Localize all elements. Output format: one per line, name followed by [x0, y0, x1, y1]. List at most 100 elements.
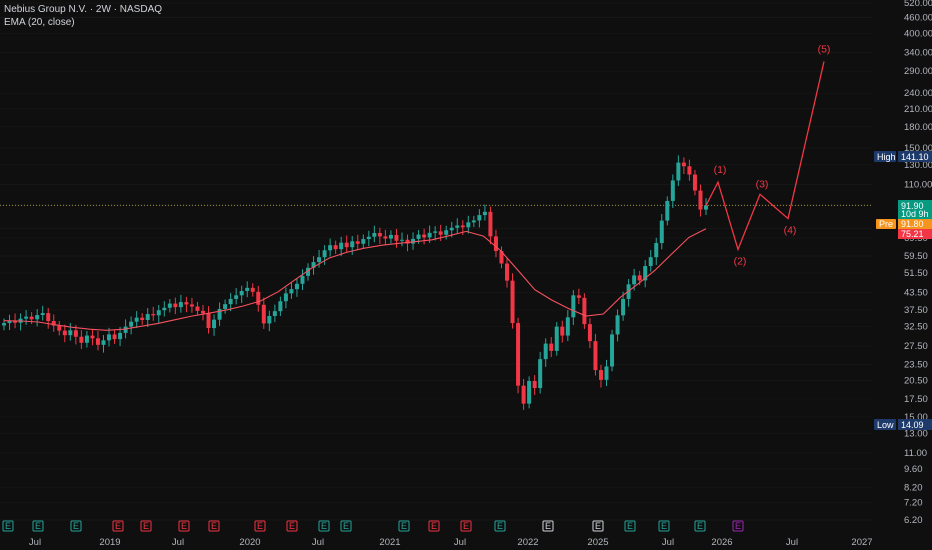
candle-body: [422, 234, 427, 238]
candle-body: [615, 315, 620, 335]
candle-body: [643, 266, 648, 281]
time-tick-label: 2019: [99, 537, 120, 548]
earnings-event[interactable]: E: [254, 520, 266, 532]
candle-body: [223, 304, 228, 309]
time-axis[interactable]: Jul 2019 Jul 2020 Jul 2021 Jul 2022 2025 Jul 2026 J…: [29, 537, 873, 548]
candle-body: [505, 263, 510, 281]
price-tick-label: 23.50: [904, 359, 928, 370]
earnings-event[interactable]: E: [460, 520, 472, 532]
candle-body: [532, 380, 537, 389]
candle-body: [538, 359, 543, 389]
earnings-event[interactable]: E: [2, 520, 14, 532]
earnings-event[interactable]: E: [658, 520, 670, 532]
time-tick-label: Jul: [786, 537, 798, 548]
pre-market-value: 91.80: [901, 219, 924, 229]
candle-body: [466, 222, 471, 228]
earnings-event[interactable]: E: [428, 520, 440, 532]
candle-body: [521, 385, 526, 404]
candle-body: [527, 380, 532, 404]
candle-body: [687, 166, 692, 175]
ema-tag: 75.21: [898, 229, 932, 239]
candle-body: [167, 303, 172, 308]
candle-body: [366, 236, 371, 240]
price-tick-label: 7.20: [904, 498, 923, 509]
time-tick-label: Jul: [454, 537, 466, 548]
wave-label: (5): [818, 44, 831, 56]
time-tick-label: 2026: [711, 537, 732, 548]
elliott-wave-projection[interactable]: [705, 61, 825, 252]
earnings-event[interactable]: E: [112, 520, 124, 532]
price-tick-label: 520.00: [904, 0, 932, 9]
price-tick-label: 340.00: [904, 48, 932, 59]
earnings-event[interactable]: E: [398, 520, 410, 532]
chart-grid: [0, 2, 872, 521]
wave-label: (4): [784, 225, 797, 237]
candle-body: [13, 320, 18, 323]
wave-labels: (1) (2) (3) (4) (5): [714, 44, 831, 268]
svg-text:E: E: [73, 521, 79, 531]
candle-body: [129, 321, 134, 327]
ema-line: [3, 228, 707, 331]
earnings-event[interactable]: E: [624, 520, 636, 532]
candle-body: [178, 302, 183, 308]
candle-body: [571, 295, 576, 318]
wave-label: (2): [734, 255, 747, 267]
svg-text:E: E: [545, 521, 551, 531]
svg-text:E: E: [5, 521, 11, 531]
candle-body: [256, 291, 261, 305]
candle-body: [510, 280, 515, 324]
earnings-event[interactable]: E: [592, 520, 604, 532]
candle-body: [68, 330, 73, 336]
earnings-event[interactable]: E: [694, 520, 706, 532]
earnings-event[interactable]: E: [140, 520, 152, 532]
candle-body: [123, 326, 128, 333]
candle-body: [79, 336, 84, 343]
candle-body: [565, 317, 570, 336]
candle-body: [317, 257, 322, 263]
svg-text:E: E: [343, 521, 349, 531]
time-tick-label: Jul: [312, 537, 324, 548]
high-tag: High 141.10: [874, 151, 932, 162]
price-axis[interactable]: 520.00 460.00 400.00 340.00 290.00 240.00 210.…: [904, 0, 932, 526]
candle-body: [648, 257, 653, 267]
time-tick-label: 2025: [587, 537, 608, 548]
candle-body: [212, 319, 217, 329]
candle-body: [261, 304, 266, 324]
earnings-event[interactable]: E: [70, 520, 82, 532]
price-tick-label: 130.00: [904, 160, 932, 171]
earnings-event[interactable]: E: [732, 520, 744, 532]
price-tick-label: 11.00: [904, 448, 927, 459]
time-tick-label: Jul: [662, 537, 674, 548]
candle-body: [670, 180, 675, 201]
price-tick-label: 240.00: [904, 88, 932, 99]
svg-text:E: E: [143, 521, 149, 531]
candle-body: [239, 290, 244, 296]
candle-body: [84, 335, 89, 343]
indicator-title[interactable]: EMA (20, close): [4, 17, 75, 28]
earnings-event[interactable]: E: [318, 520, 330, 532]
price-tick-label: 37.50: [904, 305, 928, 316]
svg-text:E: E: [115, 521, 121, 531]
candle-body: [272, 311, 277, 316]
earnings-event[interactable]: E: [178, 520, 190, 532]
earnings-event[interactable]: E: [494, 520, 506, 532]
candle-body: [499, 251, 504, 264]
earnings-event[interactable]: E: [340, 520, 352, 532]
candle-body: [692, 174, 697, 191]
svg-text:E: E: [257, 521, 263, 531]
price-tick-label: 150.00: [904, 143, 932, 154]
earnings-event[interactable]: E: [208, 520, 220, 532]
earnings-event[interactable]: E: [32, 520, 44, 532]
earnings-event[interactable]: E: [286, 520, 298, 532]
candle-body: [189, 304, 194, 307]
earnings-event[interactable]: E: [542, 520, 554, 532]
candle-body: [383, 236, 388, 239]
candle-body: [377, 232, 382, 237]
candle-body: [361, 239, 366, 244]
candle-body: [156, 310, 161, 316]
symbol-title[interactable]: Nebius Group N.V. · 2W · NASDAQ: [4, 4, 163, 15]
time-tick-label: 2027: [851, 537, 872, 548]
candle-body: [444, 230, 449, 235]
